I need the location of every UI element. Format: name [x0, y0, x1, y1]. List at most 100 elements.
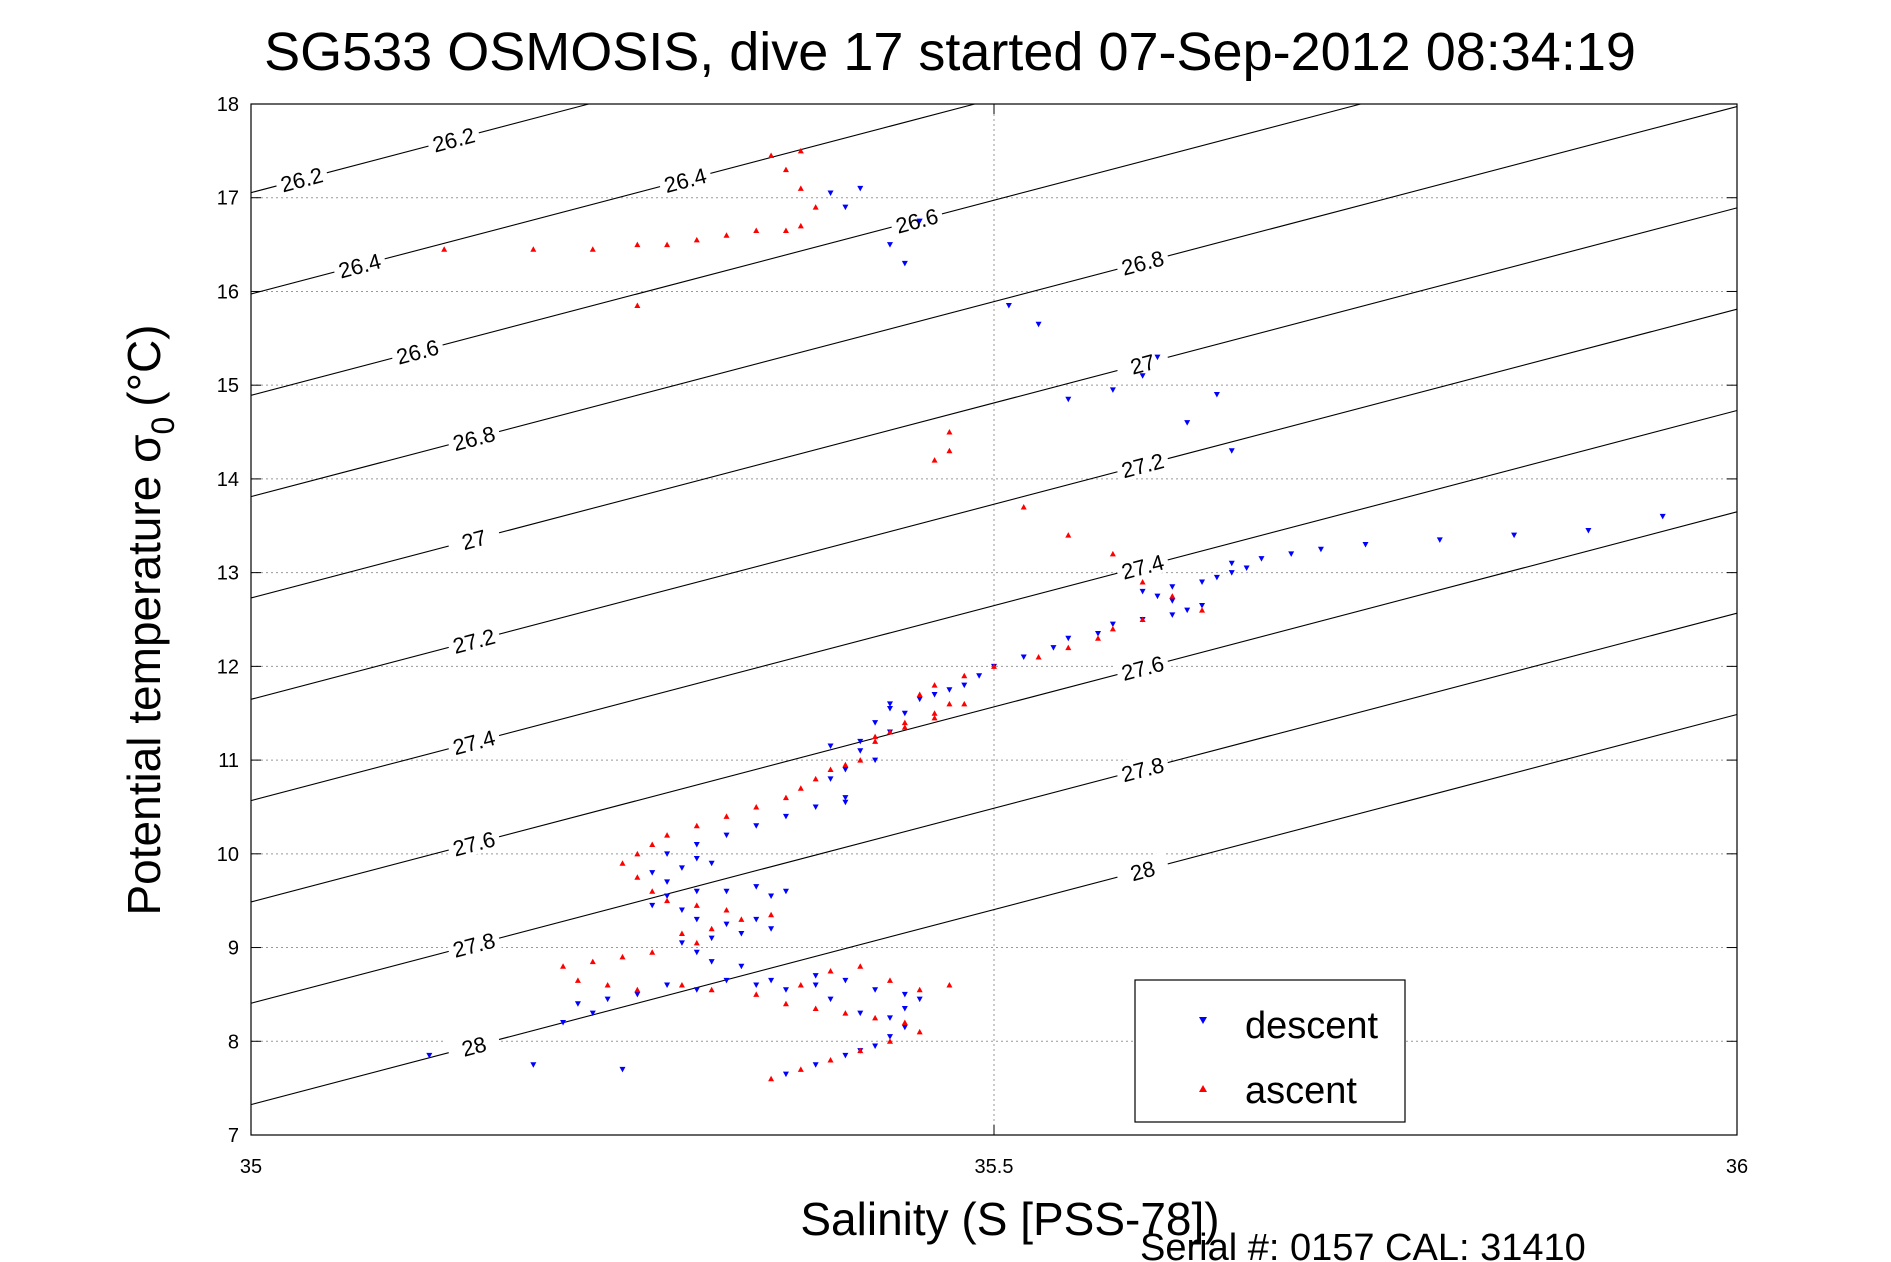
- ascent-point: [738, 916, 745, 922]
- ascent-point: [1199, 607, 1206, 613]
- ascent-point: [872, 1014, 879, 1021]
- descent-point: [857, 1010, 864, 1017]
- descent-point: [872, 1043, 879, 1049]
- descent-point: [931, 691, 938, 698]
- descent-point: [1065, 396, 1072, 403]
- ascent-point: [723, 907, 730, 913]
- descent-point: [916, 996, 923, 1003]
- descent-point: [901, 1005, 908, 1012]
- ascent-point: [753, 803, 760, 810]
- y-axis-label: Potential temperature σ0 (°C): [118, 324, 181, 915]
- legend: descent ascent: [1134, 979, 1406, 1123]
- descent-point: [812, 804, 819, 810]
- ascent-point: [812, 775, 819, 782]
- isopycnal-label-background: [331, 246, 388, 283]
- ascent-point: [649, 841, 656, 847]
- ascent-point: [872, 733, 879, 740]
- legend-box: [1134, 979, 1406, 1123]
- descent-point: [708, 860, 715, 867]
- descent-point: [693, 841, 700, 848]
- ascent-point: [1035, 653, 1042, 660]
- ascent-point: [753, 227, 760, 234]
- descent-point: [886, 701, 893, 707]
- ascent-point: [812, 204, 819, 210]
- data-points: [426, 147, 1666, 1082]
- descent-point: [857, 748, 864, 754]
- ascent-point: [931, 710, 938, 716]
- descent-point: [946, 687, 953, 693]
- ascent-point: [827, 967, 834, 974]
- ascent-point: [1065, 644, 1072, 651]
- ascent-point: [931, 714, 938, 721]
- ascent-point: [753, 991, 760, 997]
- ascent-point: [901, 724, 908, 730]
- descent-point: [560, 1020, 567, 1026]
- y-tick-label: 18: [217, 94, 239, 116]
- descent-point: [782, 1071, 789, 1078]
- descent-point: [619, 1066, 626, 1073]
- descent-point: [782, 813, 789, 820]
- y-tick-label: 9: [228, 938, 239, 960]
- descent-point: [589, 1010, 596, 1017]
- descent-point: [1035, 321, 1042, 328]
- y-tick-label: 13: [217, 563, 239, 585]
- descent-point: [1436, 537, 1443, 543]
- ascent-point: [857, 963, 864, 969]
- ascent-point: [530, 246, 537, 252]
- descent-point: [1139, 588, 1146, 595]
- ascent-point: [723, 232, 730, 238]
- ascent-point: [946, 447, 953, 454]
- ascent-point: [931, 682, 938, 688]
- descent-point: [1213, 392, 1220, 398]
- ascent-point: [1169, 593, 1176, 599]
- descent-point: [842, 795, 849, 801]
- descent-point: [708, 935, 715, 942]
- descent-point: [738, 930, 745, 937]
- ascent-point: [768, 911, 775, 918]
- descent-point: [1050, 645, 1057, 651]
- y-axis-label-subscript: 0: [145, 417, 181, 435]
- descent-point: [753, 982, 760, 989]
- descent-point: [723, 832, 730, 839]
- isopycnal-label-background: [888, 201, 945, 238]
- ascent-point: [708, 986, 715, 993]
- descent-point: [916, 696, 923, 703]
- ascent-point: [693, 902, 700, 908]
- descent-point: [1005, 303, 1012, 309]
- ascent-point: [634, 874, 641, 880]
- descent-point: [1228, 560, 1235, 567]
- ascent-point: [604, 982, 611, 988]
- descent-point: [708, 959, 715, 965]
- descent-point: [886, 242, 893, 248]
- ascent-point: [1095, 635, 1102, 641]
- descent-point: [857, 185, 864, 192]
- y-tick-label: 17: [217, 188, 239, 210]
- descent-point: [768, 893, 775, 899]
- ascent-point: [797, 185, 804, 191]
- descent-point: [1154, 354, 1161, 361]
- descent-point: [872, 757, 879, 764]
- descent-point: [1585, 527, 1592, 534]
- ascent-point: [574, 977, 581, 983]
- descent-point: [693, 856, 700, 862]
- descent-point: [634, 991, 641, 998]
- descent-point: [753, 916, 760, 923]
- descent-point: [782, 987, 789, 993]
- ascent-point: [886, 1038, 893, 1044]
- descent-point: [426, 1052, 433, 1059]
- ascent-point: [797, 222, 804, 229]
- ascent-point: [768, 1075, 775, 1082]
- ascent-point: [827, 766, 834, 772]
- ascent-point: [664, 832, 671, 838]
- y-axis-label-main: Potential temperature σ: [118, 435, 170, 916]
- grid-lines: [251, 104, 1737, 1135]
- ascent-point: [634, 850, 641, 857]
- isopycnal-label-background: [1114, 547, 1171, 584]
- descent-point: [1511, 532, 1518, 539]
- ascent-point: [723, 813, 730, 819]
- descent-point: [827, 743, 834, 750]
- ascent-point: [946, 982, 953, 988]
- ascent-point: [857, 757, 864, 763]
- ascent-point: [797, 785, 804, 791]
- descent-point: [812, 973, 819, 979]
